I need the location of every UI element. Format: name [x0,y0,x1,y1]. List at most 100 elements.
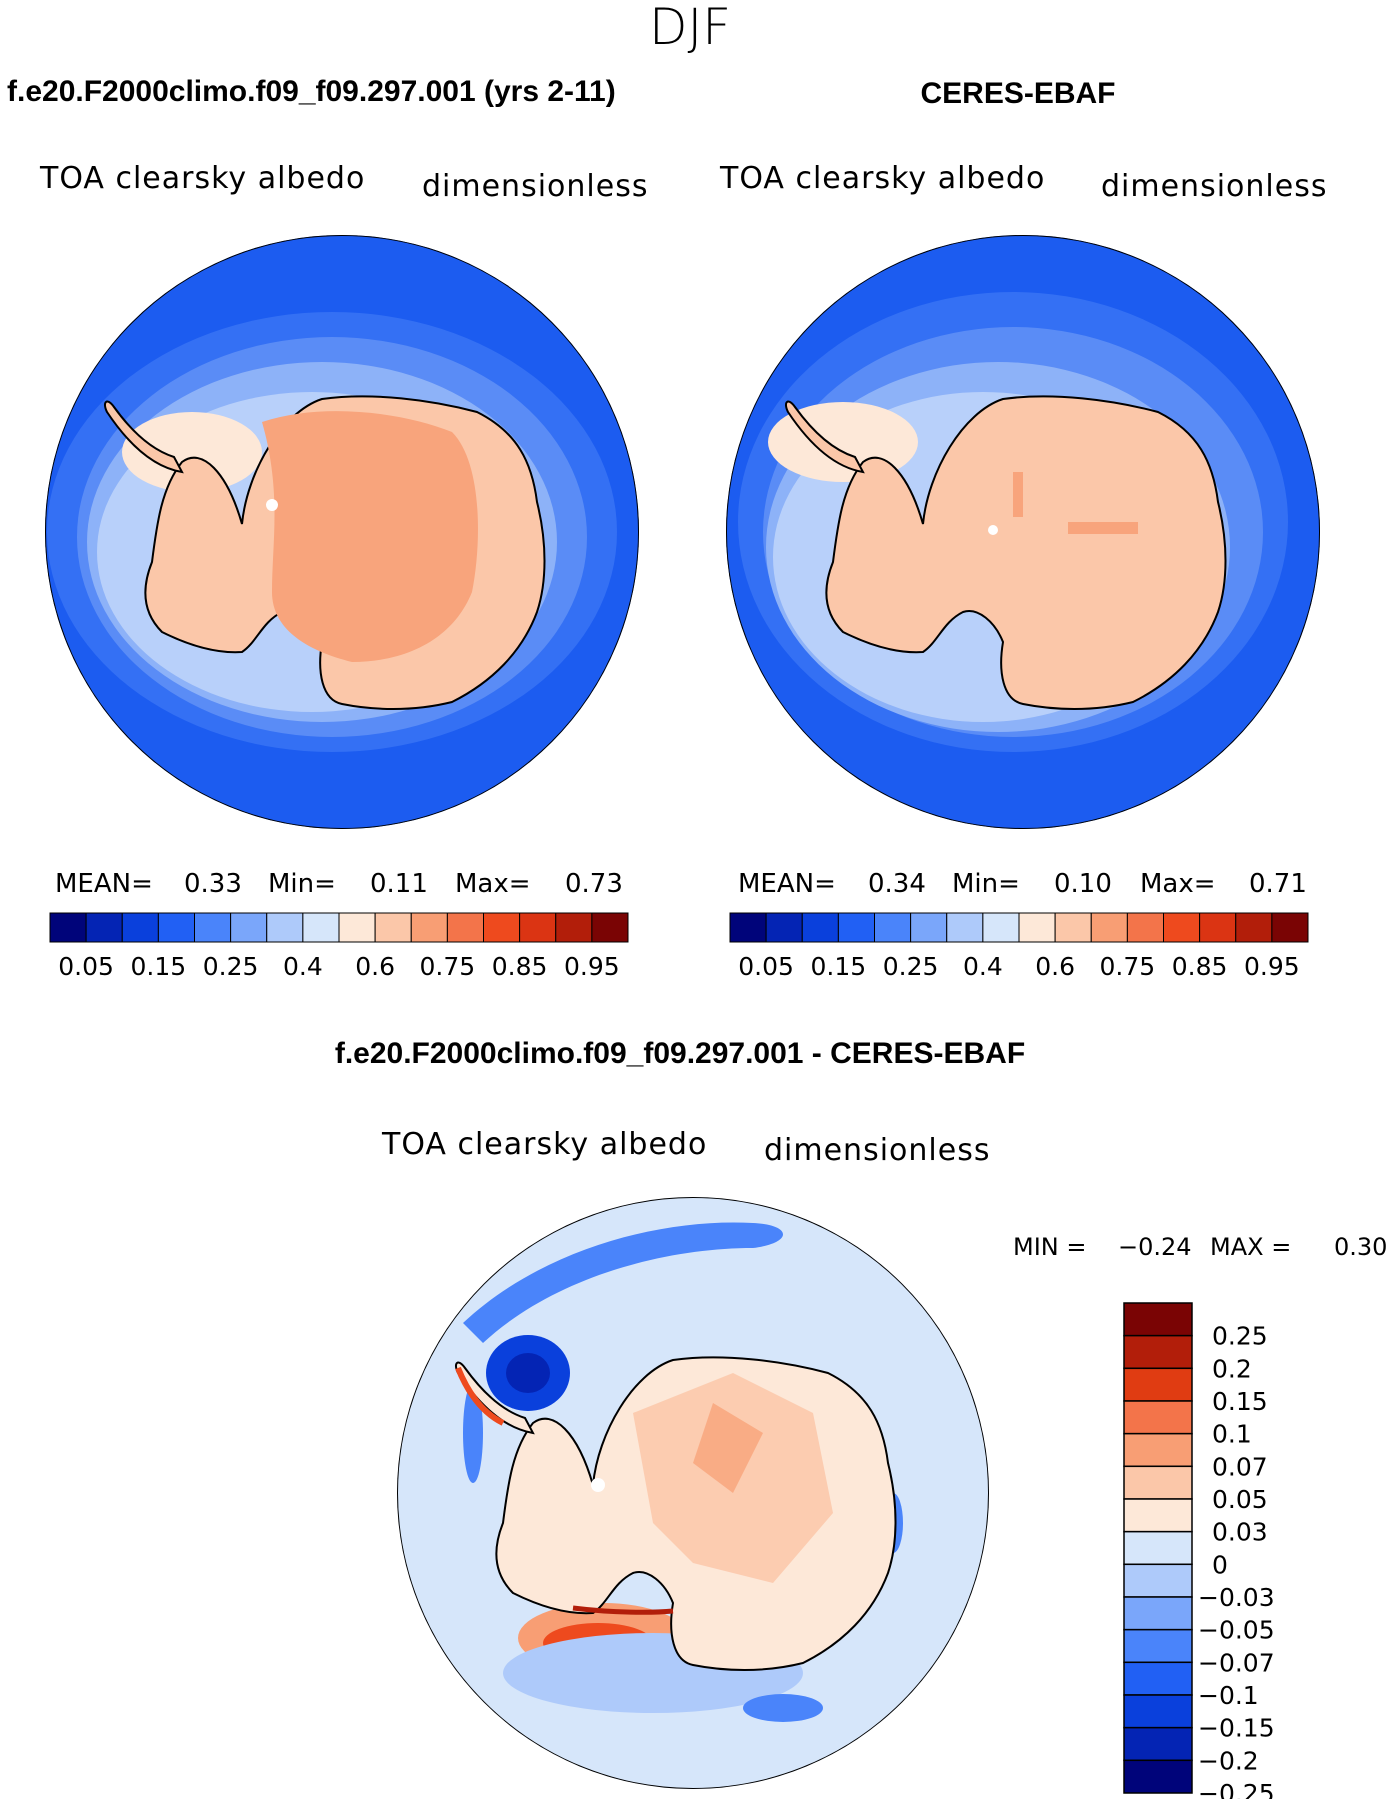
colorbar-tick-label: 0.05 [58,952,114,981]
colorbar-swatch [230,912,268,943]
model-mean-value: 0.33 [184,869,242,899]
colorbar-swatch [446,912,484,943]
colorbar-tick-label: 0.75 [1100,952,1156,981]
colorbar-swatch [374,912,412,943]
colorbar-swatch [1123,1334,1193,1370]
colorbar-tick-label: 0.15 [131,952,187,981]
colorbar-swatch [765,912,803,943]
colorbar-tick-label: 0.85 [1172,952,1228,981]
model-stats: MEAN= 0.33 Min= 0.11 Max= 0.73 [55,869,623,899]
obs-max-value: 0.71 [1249,869,1307,899]
obs-min-value: 0.10 [1054,869,1112,899]
colorbar-swatch [1123,1596,1193,1631]
colorbar-swatch [49,912,87,943]
diff-polar-map [397,1197,989,1789]
colorbar-swatch [1123,1400,1193,1435]
colorbar-swatch [982,912,1020,943]
diff-variable-label: TOA clearsky albedo [381,1127,707,1162]
colorbar-swatch [302,912,340,943]
colorbar-swatch [1123,1694,1193,1729]
diff-min-label: MIN = [1013,1233,1086,1261]
colorbar-swatch [1271,912,1309,943]
colorbar-swatch [1123,1563,1193,1598]
model-max-label: Max= [455,869,531,899]
colorbar-tick-label: 0.2 [1212,1354,1252,1383]
colorbar-tick-label: 0.05 [738,952,794,981]
colorbar-swatch [266,912,304,943]
colorbar-tick-label: −0.07 [1198,1648,1275,1677]
colorbar-swatch [1163,912,1201,943]
colorbar-swatch [157,912,195,943]
colorbar-swatch [729,912,767,943]
colorbar-swatch [1123,1759,1193,1794]
colorbar-swatch [874,912,912,943]
colorbar-swatch [519,912,557,943]
model-colorbar: 0.05 0.15 0.25 0.4 0.6 0.75 0.85 0.95 [49,912,629,981]
colorbar-tick-label: 0.25 [203,952,259,981]
model-panel-title: f.e20.F2000climo.f09_f09.297.001 (yrs 2-… [7,75,616,108]
colorbar-swatch [1126,912,1164,943]
obs-stats: MEAN= 0.34 Min= 0.10 Max= 0.71 [738,869,1307,899]
colorbar-swatch [1090,912,1128,943]
colorbar-swatch [338,912,376,943]
model-variable-label: TOA clearsky albedo [39,161,365,196]
colorbar-tick-label: 0.03 [1212,1518,1268,1547]
colorbar-tick-label: −0.25 [1198,1779,1275,1799]
colorbar-tick-label: 0.6 [355,952,395,981]
colorbar-swatch [194,912,232,943]
colorbar-swatch [85,912,123,943]
colorbar-tick-label: −0.05 [1198,1616,1275,1645]
colorbar-tick-label: 0 [1212,1550,1228,1579]
colorbar-tick-label: 0.4 [963,952,1003,981]
colorbar-tick-label: 0.25 [1212,1322,1268,1351]
colorbar-swatch [801,912,839,943]
colorbar-swatch [555,912,593,943]
colorbar-swatch [1123,1432,1193,1468]
model-polar-map [45,235,639,829]
colorbar-tick-label: 0.75 [420,952,476,981]
colorbar-swatch [1123,1661,1193,1696]
colorbar-swatch [1123,1530,1193,1566]
colorbar-tick-label: −0.15 [1198,1714,1275,1743]
colorbar-tick-label: 0.15 [811,952,867,981]
obs-mean-label: MEAN= [738,869,836,899]
obs-max-label: Max= [1140,869,1216,899]
colorbar-tick-label: 0.4 [283,952,323,981]
obs-mean-value: 0.34 [868,869,926,899]
diff-max-value: 0.30 [1334,1233,1387,1261]
colorbar-tick-label: 0.95 [1244,952,1300,981]
colorbar-swatch [1123,1302,1193,1337]
colorbar-swatch [591,912,629,943]
colorbar-swatch [910,912,948,943]
colorbar-tick-label: −0.03 [1198,1583,1275,1612]
diff-title: f.e20.F2000climo.f09_f09.297.001 - CERES… [335,1037,1025,1070]
colorbar-tick-label: 0.95 [564,952,620,981]
colorbar-tick-label: 0.6 [1035,952,1075,981]
colorbar-tick-label: 0.85 [492,952,548,981]
diff-max-label: MAX = [1210,1233,1291,1261]
obs-polar-map [726,235,1320,829]
colorbar-tick-label: 0.05 [1212,1485,1268,1514]
colorbar-swatch [1123,1498,1193,1533]
diff-units-label: dimensionless [764,1133,990,1168]
colorbar-tick-label: −0.2 [1198,1746,1259,1775]
colorbar-swatch [1123,1726,1193,1762]
obs-units-label: dimensionless [1101,169,1327,204]
colorbar-swatch [483,912,521,943]
obs-panel-title: CERES-EBAF [920,77,1115,110]
model-mean-label: MEAN= [55,869,153,899]
colorbar-tick-label: −0.1 [1198,1681,1259,1710]
colorbar-swatch [1123,1465,1193,1500]
model-units-label: dimensionless [422,169,648,204]
colorbar-tick-label: 0.15 [1212,1387,1268,1416]
season-title: DJF [649,0,731,56]
colorbar-tick-label: 0.25 [883,952,939,981]
colorbar-swatch [946,912,984,943]
colorbar-swatch [1018,912,1056,943]
obs-min-label: Min= [952,869,1020,899]
obs-colorbar: 0.05 0.15 0.25 0.4 0.6 0.75 0.85 0.95 [729,912,1309,981]
colorbar-swatch [1199,912,1237,943]
colorbar-swatch [1123,1367,1193,1402]
model-max-value: 0.73 [565,869,623,899]
